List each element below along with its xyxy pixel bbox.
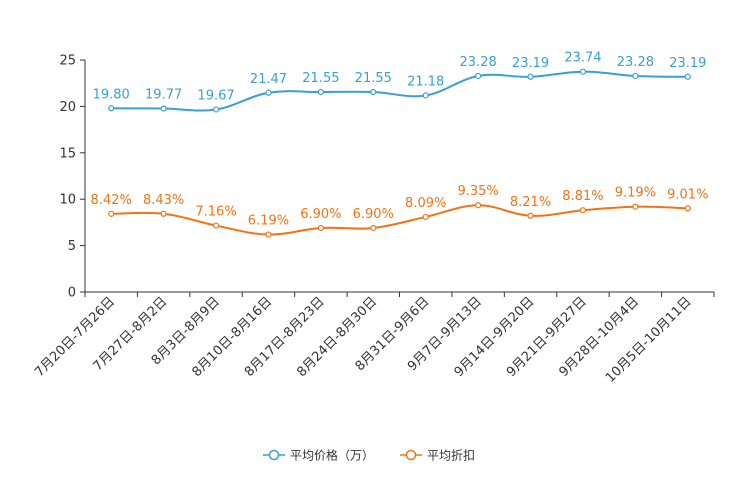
y-tick-label: 15 [59,146,76,161]
data-label: 23.19 [512,56,549,71]
data-label: 8.43% [143,193,184,208]
legend-item-1[interactable]: 平均折扣 [400,448,475,463]
data-point[interactable] [527,212,534,219]
data-point[interactable] [632,203,639,210]
data-point[interactable] [684,205,691,212]
data-point[interactable] [317,88,324,96]
data-point[interactable] [160,105,167,112]
data-label: 8.09% [405,196,446,211]
data-label: 19.80 [93,87,130,102]
data-point[interactable] [475,202,482,209]
data-point[interactable] [370,224,377,232]
data-label: 23.74 [564,51,601,66]
data-label: 8.81% [562,189,603,204]
data-label: 21.55 [355,71,392,86]
data-point[interactable] [108,105,115,112]
data-point[interactable] [422,213,429,221]
data-point[interactable] [527,73,534,80]
data-label: 8.21% [510,195,551,210]
data-label: 9.19% [615,186,656,201]
data-point[interactable] [160,210,167,217]
data-label: 21.18 [407,74,444,89]
y-tick-label: 5 [68,239,76,254]
series-line-0 [111,70,688,112]
legend[interactable]: 平均价格（万） 平均折扣 [263,448,475,463]
data-label: 23.28 [460,55,497,70]
data-label: 19.77 [145,88,182,103]
data-label: 6.90% [300,207,341,222]
data-label: 7.16% [195,205,236,220]
data-label: 6.90% [353,207,394,222]
series-line-1 [111,204,688,236]
data-label: 21.47 [250,72,287,87]
data-point[interactable] [265,231,272,238]
data-point[interactable] [579,207,587,214]
y-tick-label: 20 [59,100,76,115]
data-labels: 19.80 19.77 19.67 21.47 21.55 21.55 21.18 23.28… [91,51,709,229]
data-label: 23.28 [617,55,654,70]
legend-label: 平均折扣 [427,448,475,463]
data-point[interactable] [317,224,324,232]
data-point[interactable] [212,222,220,229]
data-label: 9.35% [457,184,498,199]
legend-label: 平均价格（万） [290,448,374,463]
series-group [108,68,691,238]
data-label: 21.55 [302,71,339,86]
data-point[interactable] [212,106,220,113]
data-label: 23.19 [669,56,706,71]
y-tick-label: 0 [68,286,76,301]
y-tick-label: 25 [59,54,76,69]
data-point[interactable] [475,72,482,80]
data-label: 19.67 [197,88,234,103]
data-label: 8.42% [91,193,132,208]
legend-marker-icon [405,449,417,461]
legend-marker-icon [268,449,280,461]
data-point[interactable] [632,72,639,80]
data-point[interactable] [579,68,587,75]
data-label: 6.19% [248,214,289,229]
data-label: 9.01% [667,187,708,202]
data-point[interactable] [265,89,272,96]
data-point[interactable] [108,210,115,217]
y-tick-label: 10 [59,193,76,208]
data-point[interactable] [684,73,691,80]
data-point[interactable] [370,88,377,96]
data-point[interactable] [422,92,429,99]
legend-item-0[interactable]: 平均价格（万） [263,448,374,463]
